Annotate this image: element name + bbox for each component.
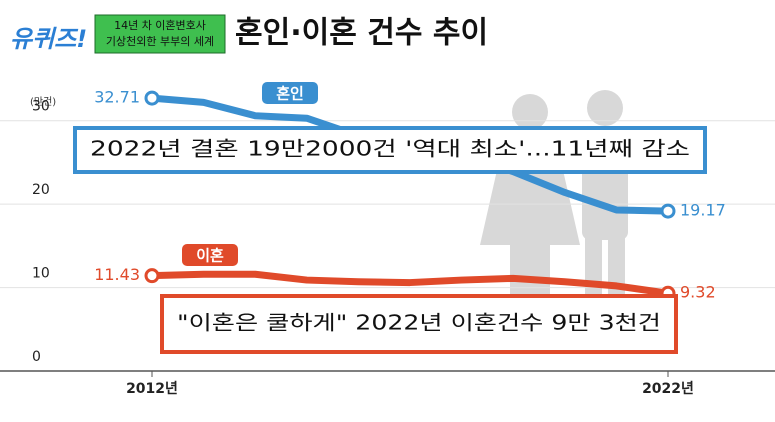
annotation: 2022년 결혼 19만2000건 '역대 최소'...11년째 감소 (90, 137, 690, 161)
point (144, 90, 160, 106)
legend-label: 혼인 (276, 85, 304, 103)
logo: 유퀴즈! (10, 25, 87, 53)
series-line (151, 270, 669, 297)
badge (94, 14, 226, 54)
annotation-box (73, 126, 707, 174)
y-unit: (만건) (30, 96, 56, 108)
point (144, 268, 160, 284)
badge-line: 기상천외한 부부의 세계 (106, 34, 214, 48)
annotation: "이혼은 쿨하게" 2022년 이혼건수 9만 3천건 (177, 311, 661, 335)
chart-title: 혼인·이혼 건수 추이 (235, 16, 488, 51)
point (660, 203, 676, 219)
y-tick-label: 20 (32, 182, 50, 198)
legend-tag (262, 82, 318, 104)
y-tick-label: 30 (32, 99, 50, 115)
x-tick-label: 2012년 (126, 381, 178, 397)
legend-tag (182, 244, 238, 266)
annotation-box (160, 294, 678, 354)
value-label: 9.32 (680, 283, 716, 302)
legend-label: 이혼 (196, 247, 224, 265)
value-label: 19.17 (680, 201, 726, 220)
x-tick-label: 2022년 (642, 381, 694, 397)
badge-line: 14년 차 이혼변호사 (114, 19, 206, 32)
y-tick-label: 0 (32, 349, 41, 365)
value-label: 32.71 (94, 88, 140, 107)
value-label: 11.43 (94, 265, 140, 284)
y-tick-label: 10 (32, 266, 50, 282)
